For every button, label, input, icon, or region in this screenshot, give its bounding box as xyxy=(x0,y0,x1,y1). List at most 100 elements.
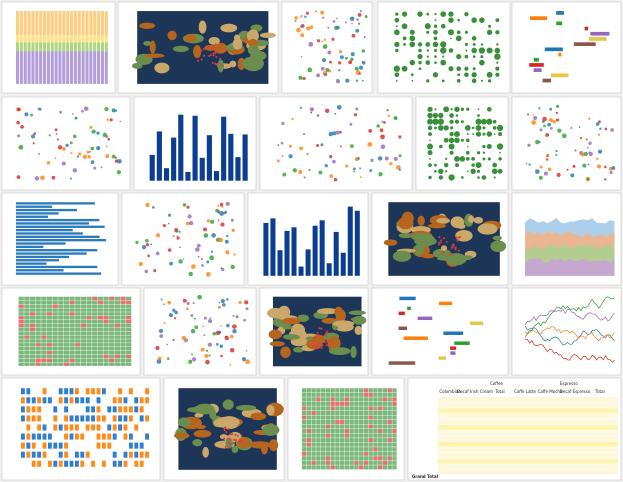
dot xyxy=(219,211,225,216)
cell xyxy=(306,397,312,402)
bubble xyxy=(465,49,468,52)
cell xyxy=(311,419,316,425)
bubble xyxy=(437,125,444,131)
cell xyxy=(80,362,87,366)
cell xyxy=(120,300,126,305)
bubble xyxy=(393,65,401,72)
cell xyxy=(344,415,350,420)
cell xyxy=(24,312,30,316)
spot xyxy=(326,339,329,342)
stack-bar xyxy=(93,51,97,84)
dot xyxy=(111,108,116,113)
cell xyxy=(330,388,335,393)
dot xyxy=(186,301,190,306)
land xyxy=(173,432,190,439)
cell xyxy=(18,335,24,339)
cell xyxy=(325,460,331,465)
bubble xyxy=(440,23,446,29)
dot xyxy=(166,357,170,360)
dot xyxy=(329,174,334,178)
dot xyxy=(147,254,150,258)
row xyxy=(438,408,618,414)
cell xyxy=(335,415,340,420)
dot xyxy=(178,230,181,233)
cell xyxy=(311,406,316,411)
dot xyxy=(152,206,155,209)
cell xyxy=(382,460,388,465)
bubble xyxy=(459,156,466,162)
dot xyxy=(304,15,307,19)
cell xyxy=(18,327,24,332)
land xyxy=(217,59,224,73)
land xyxy=(250,412,267,421)
dot xyxy=(358,65,364,70)
stack-bar xyxy=(42,35,47,43)
cell xyxy=(373,419,378,425)
mark xyxy=(53,460,58,467)
mark xyxy=(139,415,144,422)
bubble xyxy=(394,41,400,48)
dot xyxy=(205,271,211,277)
cell xyxy=(29,300,36,305)
bubble xyxy=(486,29,493,35)
bubble xyxy=(450,37,452,40)
cell xyxy=(306,415,312,420)
mark xyxy=(26,424,31,431)
dot xyxy=(191,264,196,269)
cell xyxy=(382,429,388,434)
bar xyxy=(221,116,227,181)
stack-bar xyxy=(93,11,97,36)
spot xyxy=(321,344,324,347)
bar xyxy=(15,272,102,275)
dot xyxy=(308,168,311,171)
dot xyxy=(155,345,160,351)
dot xyxy=(379,128,384,133)
task xyxy=(388,361,416,365)
dot xyxy=(182,258,185,261)
spot xyxy=(325,334,328,337)
cell xyxy=(368,451,373,456)
mark xyxy=(20,397,25,404)
bubble xyxy=(439,144,443,149)
cell xyxy=(392,433,397,438)
dot xyxy=(299,16,302,19)
bubble xyxy=(449,113,454,118)
cell xyxy=(330,429,335,434)
dot xyxy=(201,257,204,261)
stack-bar xyxy=(73,51,77,84)
bubble xyxy=(496,61,499,64)
mark xyxy=(112,433,117,440)
bubble xyxy=(443,106,450,113)
cell xyxy=(387,397,392,402)
cell xyxy=(392,456,397,461)
cell xyxy=(339,419,345,425)
bar xyxy=(15,235,100,238)
cell xyxy=(18,346,24,351)
column-header: Colombian xyxy=(439,389,461,394)
cell xyxy=(35,350,41,355)
cell xyxy=(311,447,316,452)
dot xyxy=(203,233,209,238)
bubble xyxy=(403,43,406,46)
cell xyxy=(69,358,75,363)
cell xyxy=(358,419,364,425)
stack-bar xyxy=(27,11,31,36)
mark xyxy=(91,460,96,467)
bubble xyxy=(448,17,454,23)
dot xyxy=(289,144,292,148)
dot xyxy=(327,50,332,55)
bubble xyxy=(464,66,469,71)
spot xyxy=(456,238,459,241)
mark xyxy=(42,433,47,440)
cell xyxy=(373,406,378,411)
mark xyxy=(101,388,106,395)
chart-panel xyxy=(1,96,131,191)
cell xyxy=(306,429,312,434)
dot xyxy=(72,112,74,115)
cell xyxy=(325,429,331,434)
land xyxy=(284,335,301,340)
task xyxy=(407,306,411,311)
dot xyxy=(87,155,91,159)
bar xyxy=(235,157,241,181)
cell xyxy=(368,406,373,411)
